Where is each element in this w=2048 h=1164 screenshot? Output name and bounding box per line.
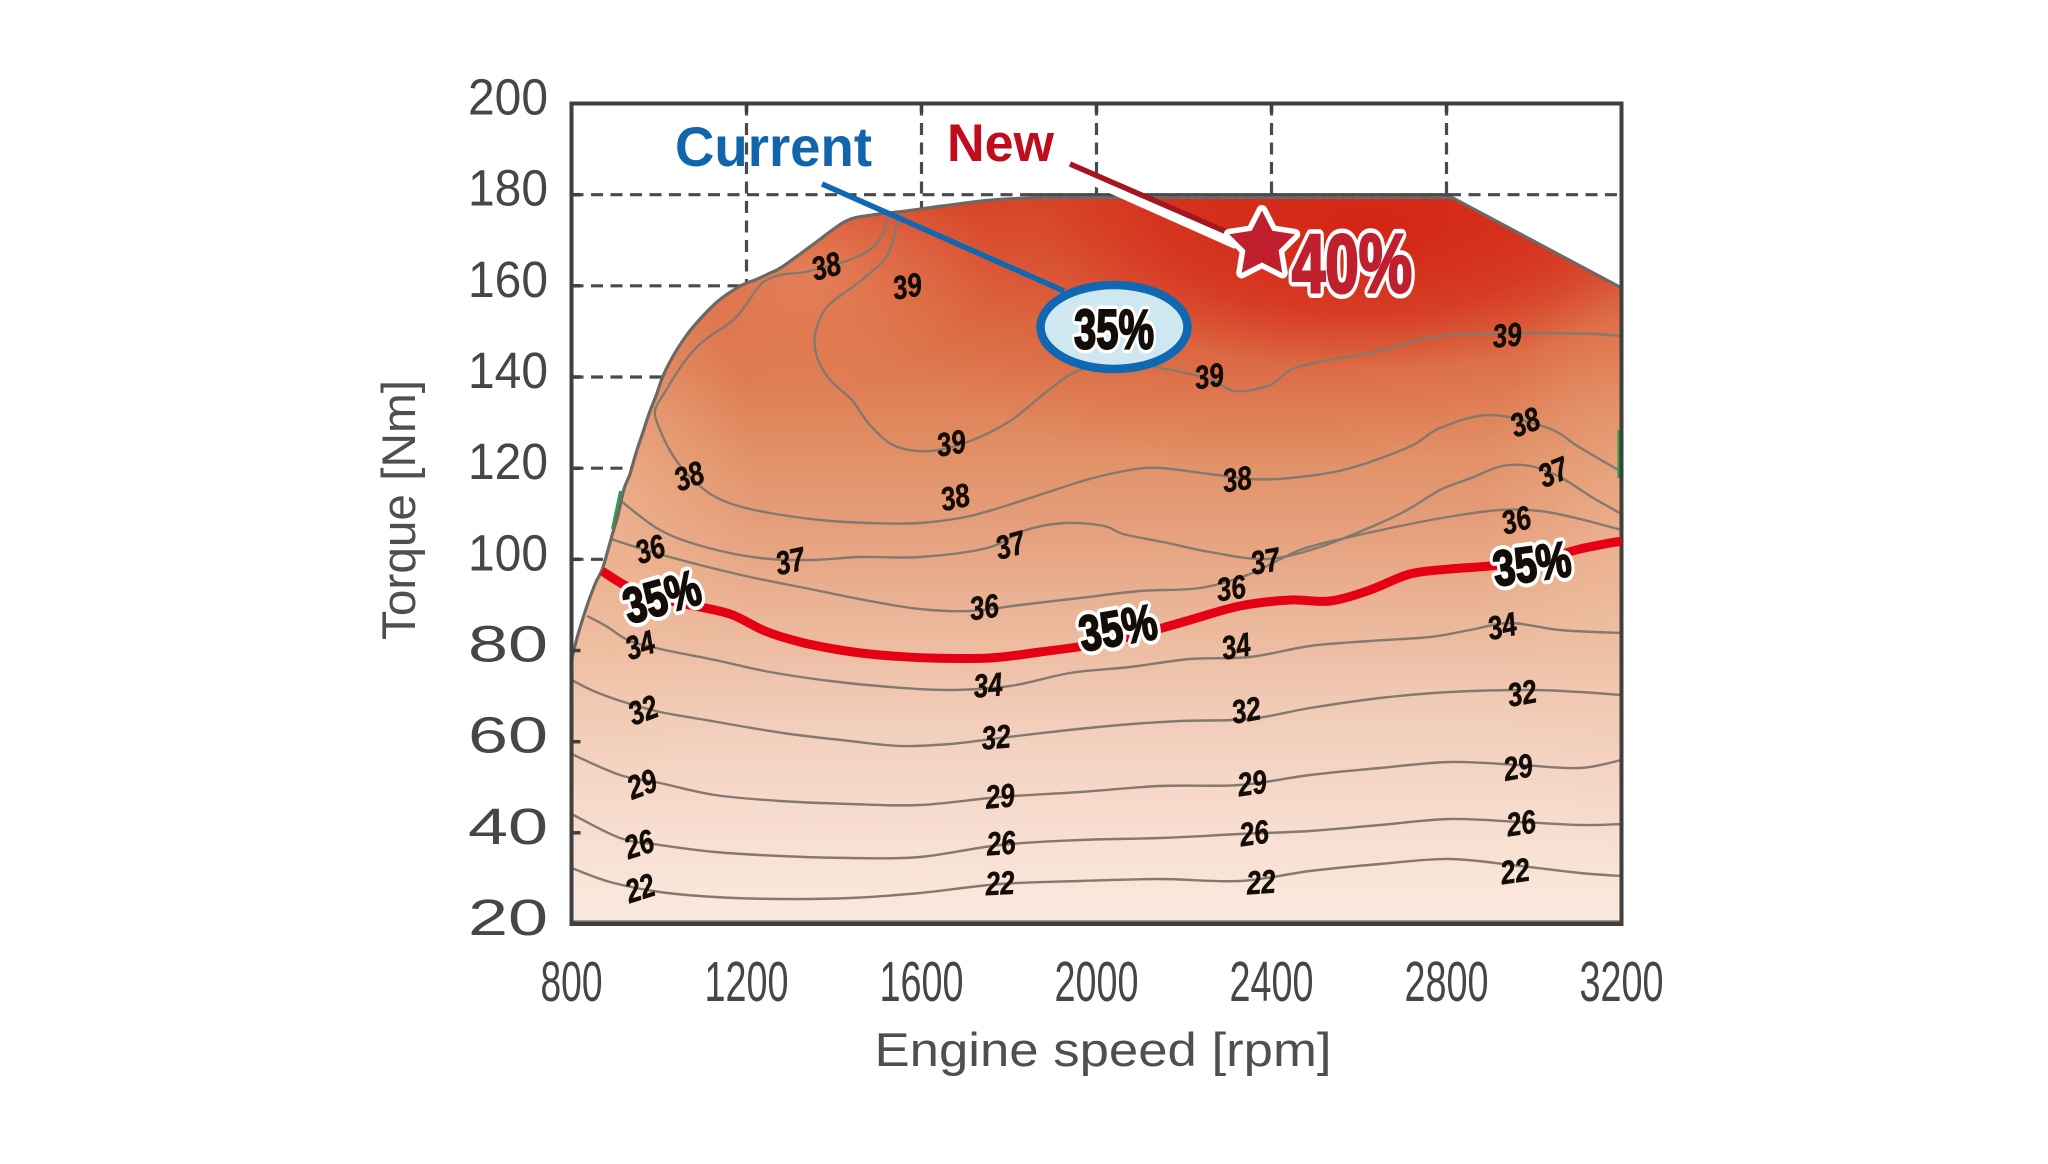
- svg-text:160: 160: [468, 251, 548, 308]
- svg-text:35%: 35%: [1489, 531, 1574, 597]
- svg-text:22: 22: [1497, 851, 1532, 892]
- svg-text:3200: 3200: [1580, 950, 1664, 1014]
- svg-text:39: 39: [890, 265, 925, 307]
- svg-text:35%: 35%: [1074, 298, 1154, 361]
- svg-text:26: 26: [1236, 813, 1271, 854]
- svg-text:26: 26: [1503, 803, 1538, 844]
- svg-text:Current: Current: [675, 115, 872, 178]
- svg-text:40%: 40%: [1292, 217, 1412, 310]
- svg-text:29: 29: [983, 776, 1016, 815]
- svg-text:180: 180: [468, 160, 548, 217]
- svg-text:39: 39: [934, 422, 969, 464]
- svg-text:80: 80: [468, 616, 548, 673]
- svg-text:100: 100: [468, 524, 548, 581]
- svg-text:34: 34: [972, 665, 1004, 704]
- svg-text:22: 22: [1244, 862, 1277, 901]
- svg-text:36: 36: [967, 587, 1001, 628]
- svg-text:Engine speed [rpm]: Engine speed [rpm]: [875, 1023, 1332, 1076]
- svg-text:1200: 1200: [705, 950, 789, 1014]
- svg-text:40: 40: [468, 798, 548, 855]
- svg-text:34: 34: [1219, 625, 1254, 666]
- svg-text:32: 32: [1229, 689, 1264, 731]
- svg-text:120: 120: [468, 433, 548, 490]
- svg-text:26: 26: [984, 823, 1017, 862]
- svg-text:39: 39: [1491, 315, 1524, 354]
- svg-text:32: 32: [980, 717, 1013, 756]
- svg-text:22: 22: [984, 864, 1016, 903]
- svg-text:60: 60: [468, 707, 548, 764]
- svg-text:34: 34: [1484, 605, 1520, 647]
- svg-text:200: 200: [468, 69, 548, 126]
- svg-text:2400: 2400: [1230, 950, 1314, 1014]
- svg-text:New: New: [947, 114, 1055, 173]
- svg-text:38: 38: [1220, 459, 1254, 500]
- svg-text:1600: 1600: [880, 950, 964, 1014]
- svg-text:35%: 35%: [1074, 298, 1154, 361]
- svg-text:140: 140: [468, 342, 548, 399]
- svg-text:36: 36: [1214, 568, 1248, 609]
- svg-text:Torque [Nm]: Torque [Nm]: [372, 380, 425, 640]
- svg-text:29: 29: [1234, 763, 1269, 804]
- svg-text:20: 20: [468, 889, 548, 946]
- svg-text:2800: 2800: [1405, 950, 1489, 1014]
- svg-text:35%: 35%: [1075, 594, 1162, 663]
- svg-text:800: 800: [541, 950, 603, 1014]
- svg-text:39: 39: [1192, 356, 1226, 397]
- svg-text:40%: 40%: [1292, 217, 1412, 310]
- svg-text:2000: 2000: [1055, 950, 1139, 1014]
- svg-text:32: 32: [1505, 672, 1540, 714]
- svg-text:29: 29: [1500, 746, 1536, 788]
